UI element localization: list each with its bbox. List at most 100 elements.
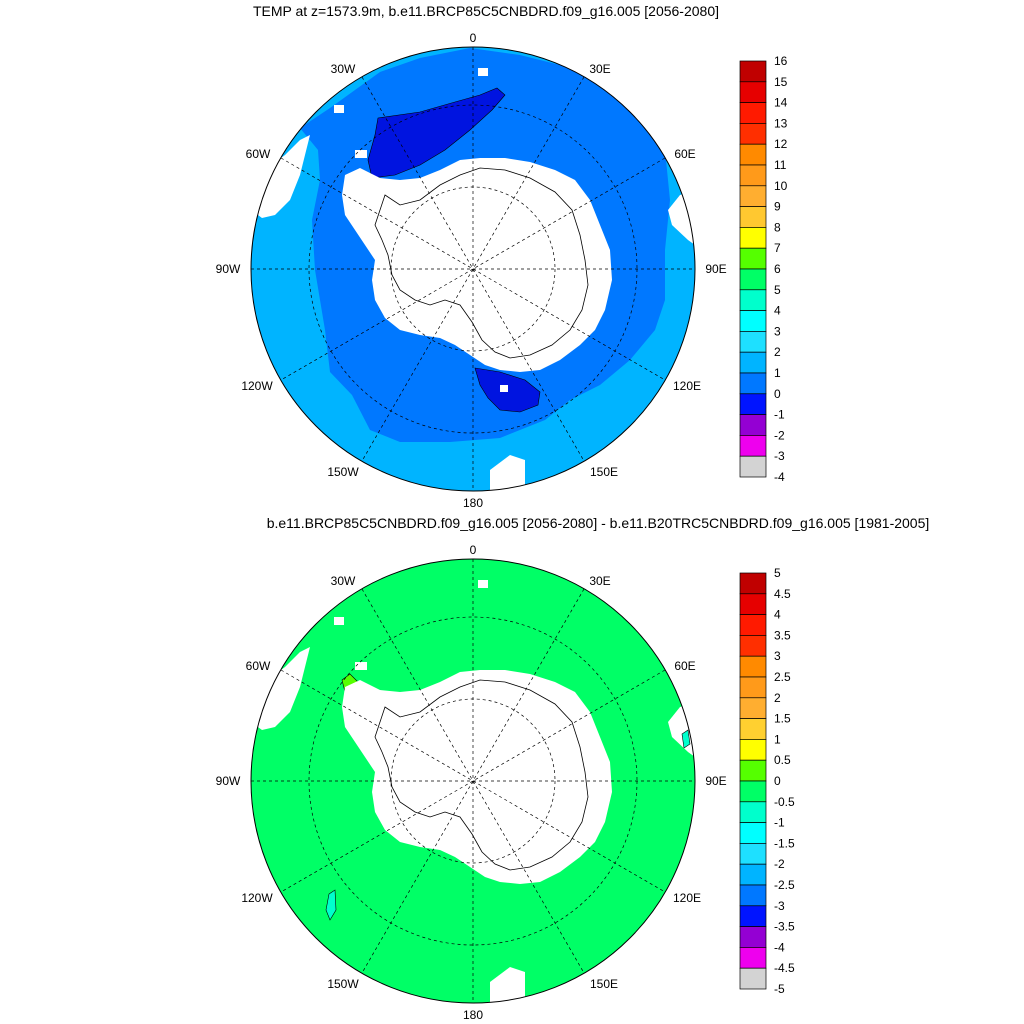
land-south-america xyxy=(251,647,310,730)
colorbar-label: -4.5 xyxy=(774,961,795,975)
colorbar-label: 0 xyxy=(774,774,781,788)
lon-label: 30E xyxy=(589,574,610,588)
lon-label: 120E xyxy=(673,891,701,905)
lon-label: 90W xyxy=(216,262,241,276)
colorbar-box xyxy=(739,393,767,415)
colorbar-box xyxy=(739,593,767,615)
colorbar-box xyxy=(739,614,767,636)
longitude-labels: 0 30E 60E 90E 120E 150E 180 150W 120W 90… xyxy=(216,543,727,1022)
colorbar-label: -1 xyxy=(774,408,785,422)
lon-label: 60E xyxy=(674,659,695,673)
colorbar-label: -4 xyxy=(774,940,785,954)
temperature-field xyxy=(251,47,695,491)
lon-label: 30W xyxy=(331,574,356,588)
cold-water-weddell xyxy=(367,87,506,179)
colorbar-box xyxy=(739,655,767,678)
cool-anomaly-patch xyxy=(681,729,691,749)
map-title: b.e11.BRCP85C5CNBDRD.f09_g16.005 [2056-2… xyxy=(266,515,930,531)
colorbar-box xyxy=(739,822,767,844)
colorbar-box xyxy=(739,268,767,291)
island xyxy=(478,580,488,588)
colorbar-box xyxy=(739,739,767,761)
colorbar-label: 1 xyxy=(774,366,781,380)
colorbar-box xyxy=(739,206,767,228)
lon-label: 90W xyxy=(216,774,241,788)
polar-map-bottom: 0 30E 60E 90E 120E 150E 180 150W 120W 90… xyxy=(216,543,795,1022)
antarctica-coastline xyxy=(374,679,589,871)
lon-label: 0 xyxy=(470,543,477,557)
colorbar-label: 4.5 xyxy=(774,587,791,601)
colorbar-label: 3.5 xyxy=(774,628,791,642)
polar-map-top: 0 30E 60E 90E 120E 150E 180 150W 120W 90… xyxy=(216,31,788,510)
colorbar-box xyxy=(739,310,767,332)
island xyxy=(355,150,367,158)
colorbar-box xyxy=(739,572,767,595)
colorbar-bottom: 5 4.5 4 3.5 3 2.5 2 1.5 1 0.5 0 -0.5 -1 -1.5 -2 -2.5 -3 -… xyxy=(739,566,795,996)
colorbar-label: 4 xyxy=(774,304,781,318)
colorbar-label: 15 xyxy=(774,75,788,89)
colorbar-label: -1 xyxy=(774,816,785,830)
colorbar-label: 4 xyxy=(774,608,781,622)
colorbar-box xyxy=(739,351,767,374)
lon-label: 180 xyxy=(463,496,483,510)
colorbar-label: 13 xyxy=(774,116,788,130)
lon-label: 90E xyxy=(705,262,726,276)
land-new-zealand xyxy=(490,455,525,491)
lon-label: 60W xyxy=(246,147,271,161)
colorbar-label: -2.5 xyxy=(774,878,795,892)
island xyxy=(334,105,344,113)
colorbar-label: 0.5 xyxy=(774,753,791,767)
colorbar-label: -0.5 xyxy=(774,795,795,809)
antarctica-coastline xyxy=(374,167,589,359)
colorbar-box xyxy=(739,676,767,699)
colorbar-label: 6 xyxy=(774,262,781,276)
map-panel-bottom: b.e11.BRCP85C5CNBDRD.f09_g16.005 [2056-2… xyxy=(0,512,1024,1024)
island xyxy=(355,662,367,670)
lon-label: 60E xyxy=(674,147,695,161)
colorbar-label: -2 xyxy=(774,428,785,442)
colorbar-box xyxy=(739,759,767,782)
map-panel-top: TEMP at z=1573.9m, b.e11.BRCP85C5CNBDRD.… xyxy=(216,3,788,510)
colorbar-box xyxy=(739,247,767,270)
colorbar-label: 2 xyxy=(774,345,781,359)
lon-label: 150E xyxy=(590,977,618,991)
colorbar-label: 8 xyxy=(774,220,781,234)
lon-label: 0 xyxy=(470,31,477,45)
colorbar-label: 3 xyxy=(774,324,781,338)
colorbar-label: 16 xyxy=(774,54,788,68)
colorbar-label: -3 xyxy=(774,449,785,463)
colorbar-label: 7 xyxy=(774,241,781,255)
colorbar-box xyxy=(739,905,767,927)
lon-label: 120W xyxy=(241,891,273,905)
land-new-zealand xyxy=(490,967,525,1003)
colorbar-label: -5 xyxy=(774,982,785,996)
island xyxy=(478,68,488,76)
land-mask-antarctica xyxy=(342,670,612,884)
cool-anomaly-patch xyxy=(325,889,337,921)
colorbar-label: 11 xyxy=(774,158,787,172)
colorbar-label: 12 xyxy=(774,137,788,151)
lon-label: 150W xyxy=(327,977,359,991)
colorbar-box xyxy=(739,780,767,803)
colorbar-box xyxy=(739,81,767,103)
colorbar-label: 0 xyxy=(774,387,781,401)
colorbar-label: 2.5 xyxy=(774,670,791,684)
colorbar-box xyxy=(739,884,767,907)
colorbar-box xyxy=(739,863,767,886)
map-boundary xyxy=(250,558,696,1004)
colorbar-box xyxy=(739,635,767,657)
colorbar-box xyxy=(739,435,767,457)
colorbar-label: -2 xyxy=(774,857,785,871)
colorbar-box xyxy=(739,455,767,478)
colorbar-box xyxy=(739,947,767,969)
island xyxy=(500,385,508,392)
colorbar-label: 9 xyxy=(774,200,781,214)
colorbar-label: 14 xyxy=(774,96,788,110)
colorbar-box xyxy=(739,164,767,187)
colorbar-label: 5 xyxy=(774,566,781,580)
lon-label: 60W xyxy=(246,659,271,673)
colorbar-box xyxy=(739,801,767,823)
longitude-labels: 0 30E 60E 90E 120E 150E 180 150W 120W 90… xyxy=(216,31,727,510)
colorbar-box xyxy=(739,372,767,395)
colorbar-label: 10 xyxy=(774,179,788,193)
